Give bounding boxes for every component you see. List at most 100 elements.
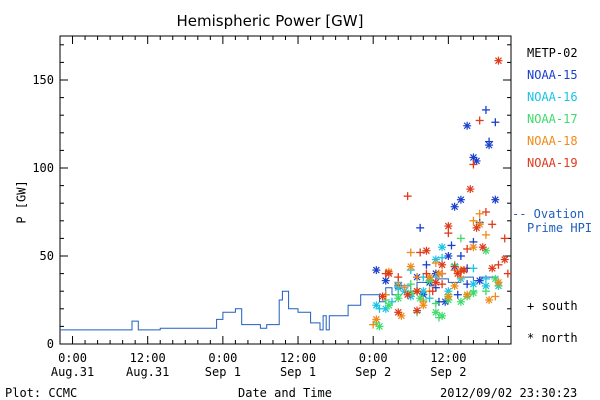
legend-item-metp-02: METP-02 (527, 46, 578, 60)
point-noaa-16-north (481, 281, 490, 290)
point-noaa-19-north (422, 246, 431, 255)
point-noaa-18-south (400, 283, 409, 292)
chart-title: Hemispheric Power [GW] (176, 12, 364, 30)
point-noaa-17-north (438, 311, 447, 320)
point-noaa-16-north (372, 301, 381, 310)
point-noaa-17-north (375, 322, 384, 331)
x-tick-label-date: Sep 1 (205, 365, 241, 379)
y-tick-label: 0 (47, 337, 54, 351)
point-noaa-19-south (475, 116, 484, 125)
point-noaa-19-south (494, 260, 503, 269)
point-noaa-18-south (413, 273, 422, 282)
y-tick-label: 100 (32, 161, 54, 175)
point-noaa-15-north (475, 276, 484, 285)
point-noaa-15-south (481, 105, 490, 114)
point-noaa-17-south (431, 299, 440, 308)
point-noaa-18-north (406, 262, 415, 271)
point-noaa-18-north (485, 296, 494, 304)
point-noaa-17-south (481, 287, 490, 296)
point-noaa-19-north (384, 269, 393, 278)
point-noaa-16-south (425, 294, 434, 303)
point-noaa-16-north (438, 243, 447, 252)
symbol-legend-south: + south (527, 299, 578, 313)
point-noaa-19-south (503, 269, 512, 278)
point-noaa-18-south (491, 292, 500, 301)
point-noaa-19-north (378, 292, 387, 301)
point-noaa-15-north (381, 276, 390, 285)
point-noaa-19-south (403, 192, 412, 201)
point-noaa-18-north (444, 292, 453, 301)
ovation-label-line2: Prime HPI (527, 221, 593, 235)
point-noaa-17-south (456, 234, 465, 243)
x-tick-label-date: Sep 1 (280, 365, 316, 379)
point-noaa-19-north (403, 290, 412, 299)
data-points (369, 56, 512, 331)
point-noaa-17-north (394, 294, 403, 303)
point-noaa-18-south (394, 280, 403, 289)
x-tick-label-time: 0:00 (58, 351, 87, 365)
y-axis: 0 50 100 150 (32, 44, 511, 351)
point-noaa-19-north (466, 185, 475, 194)
x-axis-label: Date and Time (238, 386, 332, 400)
point-noaa-16-south (469, 264, 478, 273)
point-noaa-19-south (444, 229, 453, 238)
point-noaa-15-south (491, 118, 500, 127)
point-noaa-19-north (494, 56, 503, 65)
point-noaa-19-north (472, 223, 481, 232)
point-noaa-19-south (394, 273, 403, 282)
plot-frame (59, 35, 512, 345)
x-tick-label-time: 12:00 (430, 351, 466, 365)
point-noaa-15-south (447, 241, 456, 250)
point-noaa-19-north (431, 278, 440, 287)
point-noaa-18-south (431, 259, 440, 268)
point-noaa-15-north (444, 252, 453, 260)
point-noaa-18-north (434, 269, 443, 278)
point-noaa-18-north (419, 301, 428, 310)
point-noaa-19-north (488, 264, 497, 273)
point-noaa-19-south (481, 208, 490, 216)
x-tick-label-date: Sep 2 (355, 365, 391, 379)
symbol-legend-north: * north (527, 331, 578, 345)
legend-item-noaa-15: NOAA-15 (527, 68, 578, 82)
point-noaa-15-north (450, 202, 459, 211)
point-noaa-15-south (416, 223, 425, 232)
point-noaa-19-south (488, 220, 497, 229)
point-noaa-18-north (494, 278, 503, 287)
legend: METP-02 NOAA-15 NOAA-16 NOAA-17 NOAA-18 … (527, 42, 578, 174)
y-tick-label: 150 (32, 73, 54, 87)
point-noaa-18-south (475, 209, 484, 218)
plot-credit: Plot: CCMC (5, 386, 78, 400)
point-noaa-19-south (450, 262, 459, 271)
point-noaa-17-north (431, 308, 440, 317)
point-noaa-18-north (372, 315, 381, 324)
ovation-line (60, 276, 499, 331)
y-axis-label: P [GW] (14, 180, 29, 224)
point-noaa-19-north (460, 266, 469, 275)
legend-item-noaa-18: NOAA-18 (527, 134, 578, 148)
point-noaa-19-north (453, 269, 462, 278)
point-noaa-15-north (456, 195, 465, 204)
point-noaa-16-south (481, 274, 490, 283)
ovation-label-line1: -- Ovation (512, 207, 585, 221)
point-noaa-19-south (422, 269, 431, 278)
ovation-series (60, 276, 499, 331)
x-tick-label-time: 12:00 (130, 351, 166, 365)
point-noaa-19-north (500, 255, 509, 264)
point-noaa-19-north (444, 222, 453, 231)
point-noaa-19-south (469, 160, 478, 169)
y-tick-label: 50 (40, 249, 54, 263)
point-noaa-19-north (478, 243, 487, 252)
point-noaa-16-north (469, 280, 478, 289)
point-noaa-18-south (469, 216, 478, 225)
point-noaa-18-south (481, 230, 490, 239)
point-noaa-19-south (438, 280, 447, 289)
point-noaa-18-north (463, 290, 472, 299)
legend-item-noaa-16: NOAA-16 (527, 90, 578, 104)
point-noaa-15-north (372, 266, 381, 275)
point-noaa-18-south (406, 248, 415, 257)
x-tick-label-time: 0:00 (208, 351, 237, 365)
point-noaa-15-south (422, 260, 431, 269)
point-noaa-19-north (413, 287, 422, 296)
